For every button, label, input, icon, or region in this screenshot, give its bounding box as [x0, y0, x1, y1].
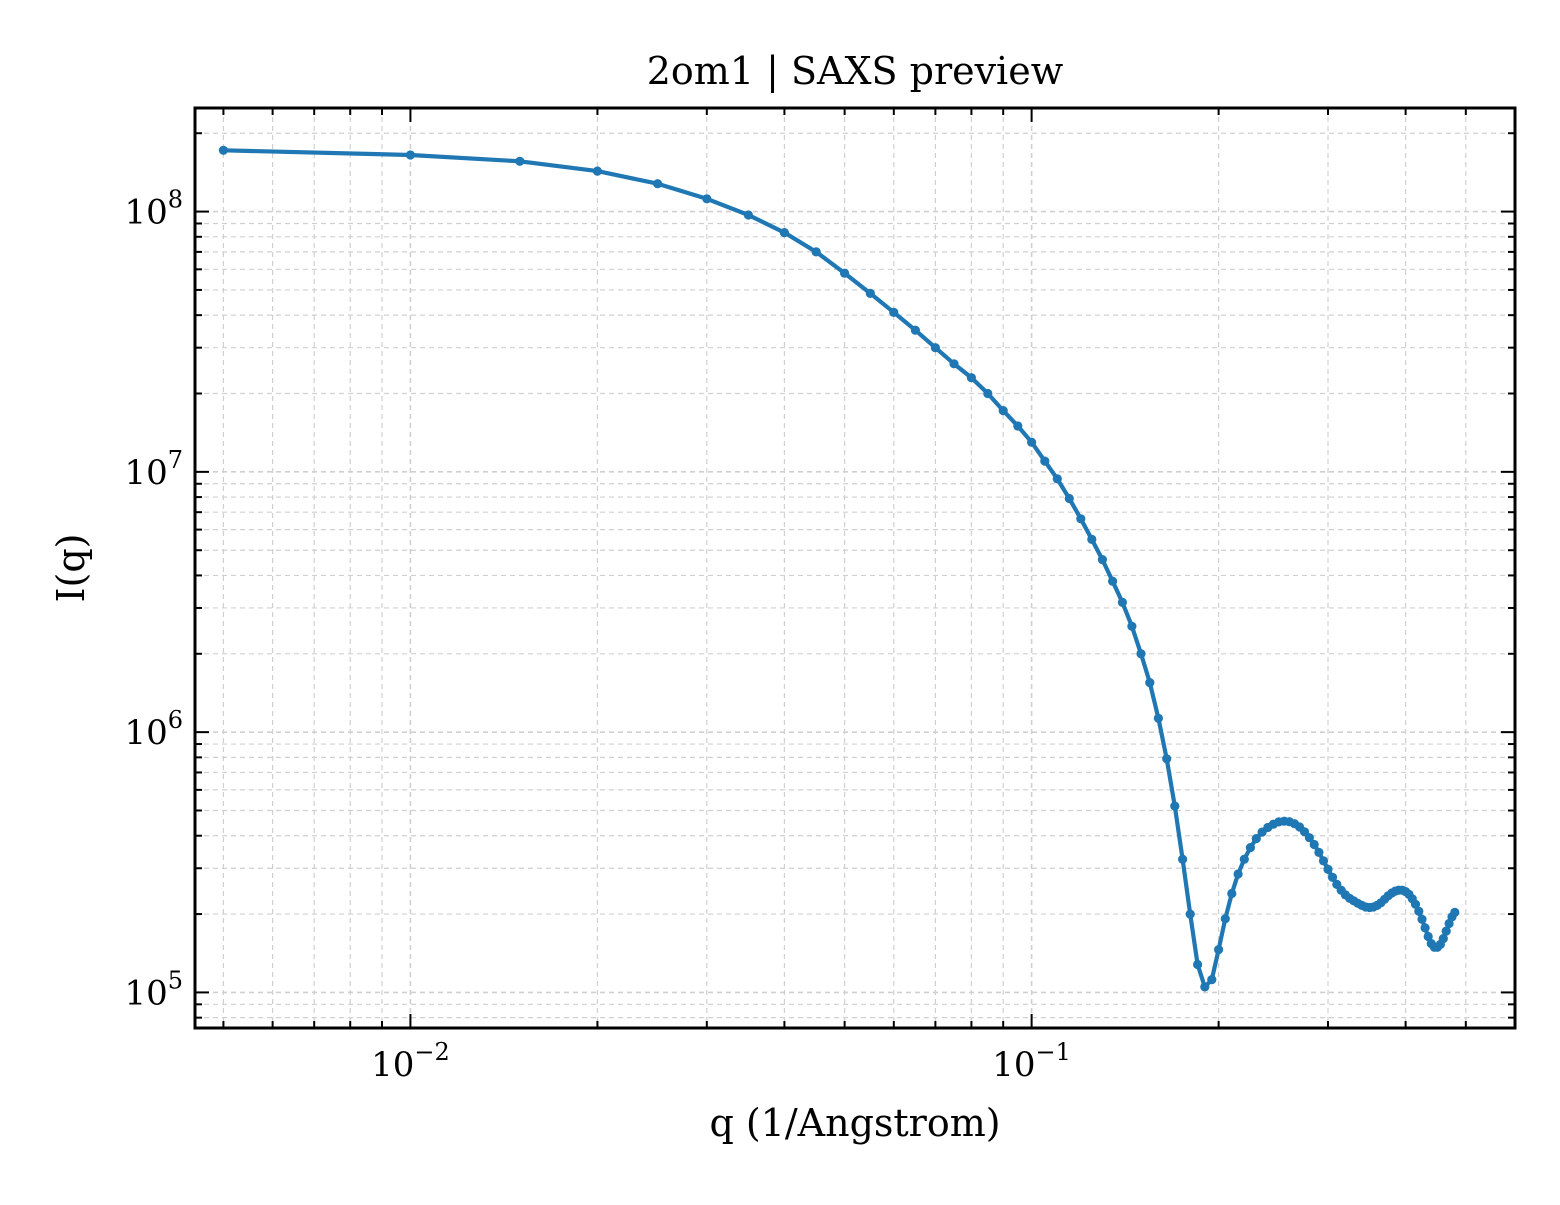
- data-point: [1233, 869, 1243, 879]
- data-point: [1027, 437, 1037, 447]
- data-point: [405, 150, 415, 160]
- data-point: [1438, 934, 1448, 944]
- data-point: [1251, 834, 1261, 844]
- data-point: [1170, 801, 1180, 811]
- data-point: [1207, 975, 1217, 985]
- data-point: [592, 166, 603, 176]
- data-point: [1076, 514, 1086, 524]
- y-tick-label: 105: [124, 966, 183, 1013]
- data-point: [1108, 576, 1118, 586]
- data-point: [1239, 854, 1249, 864]
- data-point: [1097, 555, 1107, 565]
- data-point: [889, 307, 899, 317]
- y-tick-label: 107: [124, 446, 183, 493]
- data-point: [1040, 456, 1050, 466]
- data-point: [865, 288, 875, 298]
- grid-major: [195, 108, 1515, 1028]
- data-point: [1185, 909, 1195, 919]
- data-point: [910, 325, 921, 335]
- x-tick-label: 10−2: [371, 1038, 450, 1085]
- data-point: [1087, 534, 1097, 545]
- data-point: [1200, 982, 1210, 992]
- data-point: [949, 359, 959, 369]
- data-point: [1193, 959, 1203, 970]
- data-point: [1052, 474, 1062, 484]
- data-point: [1323, 864, 1333, 875]
- series-layer: [218, 145, 1460, 992]
- data-point: [1304, 833, 1314, 843]
- data-point: [1117, 597, 1127, 608]
- data-point: [1410, 899, 1421, 909]
- data-point: [1214, 945, 1224, 955]
- data-point: [702, 194, 712, 204]
- plot-frame: [193, 106, 1517, 1030]
- grid-minor: [195, 108, 1515, 1028]
- data-point: [743, 210, 754, 220]
- data-point: [1162, 754, 1172, 764]
- data-point: [811, 247, 821, 257]
- data-point: [1145, 678, 1155, 688]
- data-point: [1420, 923, 1430, 933]
- data-point: [779, 228, 790, 238]
- data-point: [653, 179, 663, 189]
- data-point: [1178, 854, 1188, 864]
- data-point: [998, 406, 1008, 416]
- y-axis-label: I(q): [49, 534, 93, 603]
- data-point: [515, 156, 525, 166]
- chart-title: 2om1 | SAXS preview: [647, 49, 1064, 93]
- data-point: [1220, 914, 1230, 924]
- x-axis-label: q (1/Angstrom): [709, 1101, 1000, 1145]
- data-point: [1423, 931, 1433, 942]
- data-point: [1441, 926, 1451, 936]
- x-tick-label: 10−1: [992, 1038, 1071, 1085]
- data-point: [1318, 856, 1329, 866]
- data-point: [1309, 839, 1319, 850]
- data-point: [1153, 713, 1163, 723]
- data-point: [1245, 843, 1255, 853]
- data-point: [840, 268, 850, 278]
- data-point: [1127, 621, 1137, 631]
- data-point: [1314, 847, 1324, 858]
- data-point: [1414, 906, 1424, 916]
- data-point: [1013, 421, 1023, 431]
- data-point: [983, 388, 993, 399]
- data-point: [1136, 649, 1146, 659]
- data-point: [218, 145, 228, 155]
- data-point: [966, 373, 977, 383]
- y-tick-label: 108: [124, 186, 183, 233]
- data-point: [1064, 493, 1074, 504]
- data-point: [1327, 872, 1338, 882]
- tick-labels-layer: 10−2 10−1 105 106 107 108: [124, 186, 1070, 1085]
- y-tick-label: 106: [124, 706, 183, 753]
- data-point: [1417, 914, 1427, 924]
- data-point: [930, 343, 941, 353]
- data-point: [1227, 888, 1237, 899]
- data-point: [1450, 907, 1460, 918]
- ticks-layer: [195, 108, 1515, 1028]
